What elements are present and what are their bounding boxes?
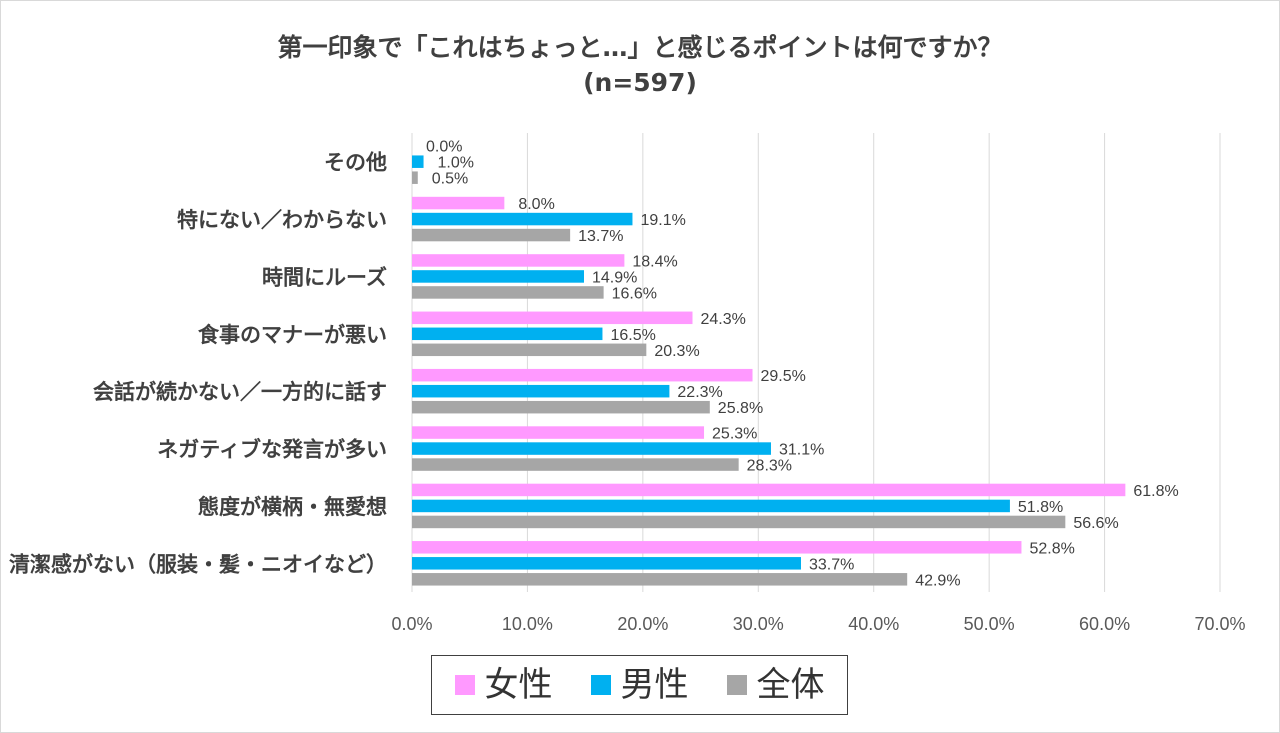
chart-title: 第一印象で「これはちょっと…」と感じるポイントは何ですか？ xyxy=(277,33,1003,62)
bar-total xyxy=(412,515,1066,529)
data-label: 19.1% xyxy=(640,212,685,229)
bar-male xyxy=(412,499,1010,513)
x-tick-label: 50.0% xyxy=(964,614,1015,634)
bar-male xyxy=(412,212,633,226)
category-label: 会話が続かない／一方的に話す xyxy=(93,380,387,404)
bar-female xyxy=(412,426,705,439)
bar-female xyxy=(412,368,753,382)
bar-total xyxy=(412,343,647,357)
legend-item-total: 全体 xyxy=(726,665,825,705)
data-label: 25.8% xyxy=(718,400,763,417)
data-label: 14.9% xyxy=(592,269,637,286)
bar-female xyxy=(412,254,625,267)
x-tick-label: 60.0% xyxy=(1079,614,1130,634)
bar-total xyxy=(412,286,604,299)
bar-male xyxy=(412,557,801,570)
bar-total xyxy=(412,228,571,242)
data-label: 1.0% xyxy=(438,155,474,172)
data-label: 0.5% xyxy=(432,171,468,188)
data-label: 0.0% xyxy=(426,139,462,156)
legend-label-total: 全体 xyxy=(756,665,825,705)
category-label: 清潔感がない（服装・髪・ニオイなど） xyxy=(9,552,387,576)
data-label: 20.3% xyxy=(654,343,699,360)
bar-female xyxy=(412,311,693,325)
bar-male xyxy=(412,327,603,341)
category-label: 特にない／わからない xyxy=(177,208,387,232)
x-tick-label: 40.0% xyxy=(848,614,899,634)
x-tick-label: 0.0% xyxy=(391,614,432,634)
data-label: 28.3% xyxy=(747,458,792,475)
bar-male xyxy=(412,442,771,455)
x-tick-label: 30.0% xyxy=(733,614,784,634)
legend-swatch-male xyxy=(590,675,611,695)
legend-swatch-female xyxy=(454,675,475,695)
data-label: 61.8% xyxy=(1133,483,1178,500)
legend-item-male: 男性 xyxy=(590,665,689,705)
legend-item-female: 女性 xyxy=(454,665,553,705)
chart-subtitle: (n=597) xyxy=(583,68,697,97)
data-label: 25.3% xyxy=(712,426,757,443)
data-label: 51.8% xyxy=(1018,499,1063,516)
data-label: 31.1% xyxy=(779,442,824,459)
category-label: 食事のマナーが悪い xyxy=(198,323,387,347)
x-tick-label: 20.0% xyxy=(617,614,668,634)
bar-total xyxy=(412,573,908,586)
data-label: 42.9% xyxy=(915,572,960,589)
category-label: その他 xyxy=(324,151,387,175)
data-label: 22.3% xyxy=(677,384,722,401)
category-label: 態度が横柄・無愛想 xyxy=(198,495,387,519)
data-label: 13.7% xyxy=(578,228,623,245)
category-label: ネガティブな発言が多い xyxy=(157,438,387,462)
bar-total xyxy=(412,400,710,414)
data-label: 18.4% xyxy=(632,253,677,270)
data-label: 33.7% xyxy=(809,556,854,573)
bar-female xyxy=(412,196,505,210)
data-label: 24.3% xyxy=(700,311,745,328)
data-label: 16.6% xyxy=(612,285,657,302)
bar-male xyxy=(412,270,584,283)
data-label: 56.6% xyxy=(1073,515,1118,532)
legend-label-female: 女性 xyxy=(484,665,553,705)
bar-total xyxy=(412,171,418,184)
category-label: 時間にルーズ xyxy=(262,265,387,289)
x-tick-label: 10.0% xyxy=(502,614,553,634)
legend-label-male: 男性 xyxy=(620,665,689,705)
bar-female xyxy=(412,541,1022,554)
data-label: 52.8% xyxy=(1029,540,1074,557)
x-tick-label: 70.0% xyxy=(1194,614,1245,634)
data-label: 29.5% xyxy=(761,368,806,385)
data-label: 8.0% xyxy=(518,196,554,213)
bar-male xyxy=(412,384,670,398)
bar-female xyxy=(412,483,1126,497)
data-label: 16.5% xyxy=(610,327,655,344)
bar-male xyxy=(412,155,424,168)
bar-total xyxy=(412,458,739,471)
legend: 女性 男性 全体 xyxy=(431,655,848,715)
legend-swatch-total xyxy=(726,675,747,695)
